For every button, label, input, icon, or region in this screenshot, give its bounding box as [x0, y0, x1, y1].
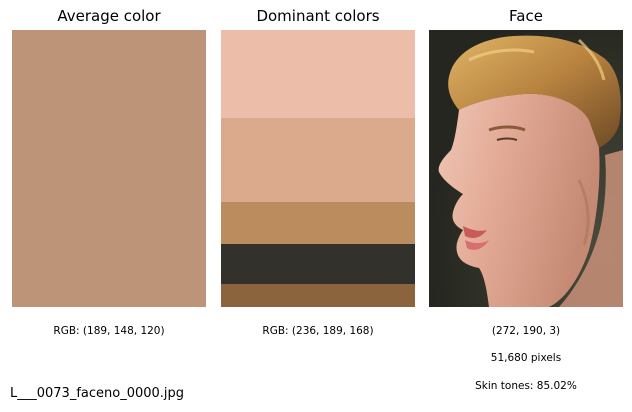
face-image — [429, 30, 623, 307]
dominant-color-band — [221, 118, 415, 202]
dominant-colors-title: Dominant colors — [256, 7, 380, 25]
dominant-color-band — [221, 244, 415, 284]
face-pixel-count: 51,680 pixels — [490, 352, 562, 364]
face-title: Face — [509, 7, 543, 25]
average-color-swatch — [12, 30, 206, 307]
dominant-rgb-caption: RGB: (236, 189, 168) — [262, 325, 374, 337]
skin-tone-percentage: Skin tones: 85.02% — [475, 380, 577, 392]
face-shape-caption: (272, 190, 3) — [491, 325, 561, 337]
dominant-colors-stack — [221, 30, 415, 307]
average-rgb-caption: RGB: (189, 148, 120) — [53, 325, 165, 337]
dominant-color-band — [221, 202, 415, 244]
dominant-color-band — [221, 284, 415, 307]
image-filename: L___0073_faceno_0000.jpg — [10, 386, 185, 401]
average-color-title: Average color — [57, 7, 161, 25]
dominant-color-band — [221, 30, 415, 118]
